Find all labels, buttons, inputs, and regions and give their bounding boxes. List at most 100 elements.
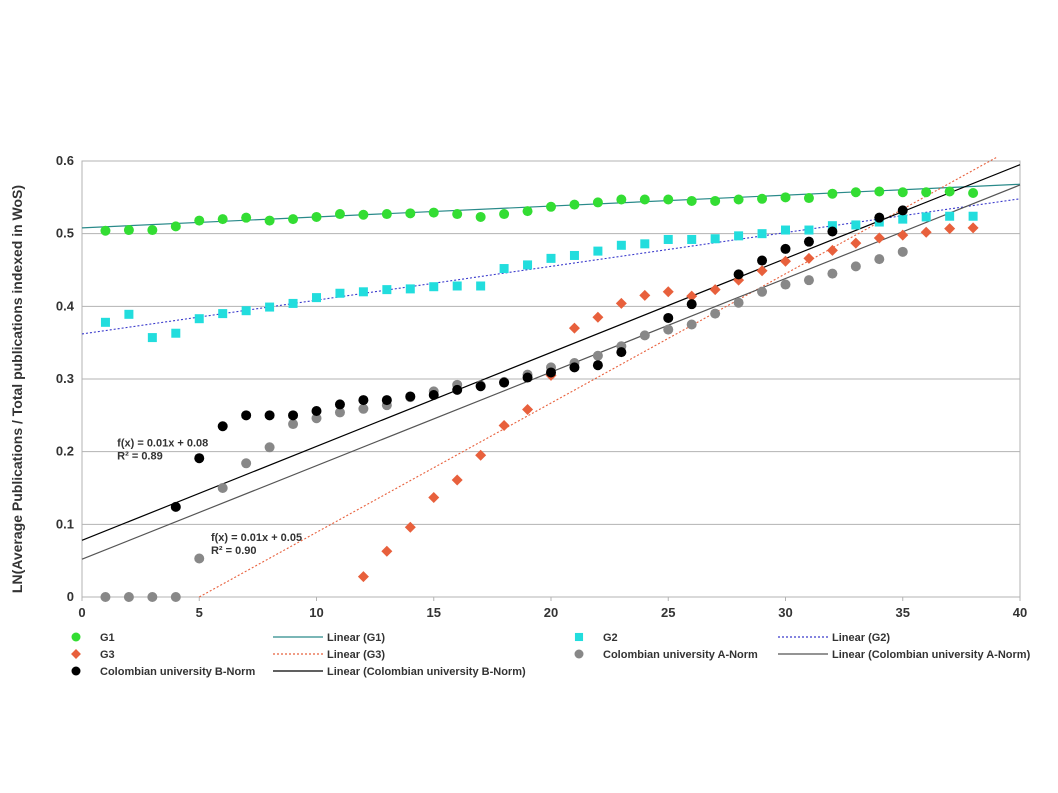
point-colombian-university-b-norm (546, 367, 556, 378)
point-g1 (944, 186, 955, 197)
axis-labels: 0 0.1 0.2 0.3 0.4 0.5 0.6 0 5 10 15 20 25 30 35 40 LN(Av… (9, 153, 1027, 620)
point-g1 (874, 186, 885, 197)
point-g1 (546, 201, 556, 212)
point-colombian-university-b-norm (827, 226, 838, 237)
point-g2 (476, 281, 486, 291)
point-g1 (358, 209, 369, 220)
point-colombian-university-b-norm (264, 410, 275, 421)
point-colombian-university-a-norm (170, 592, 181, 602)
point-g3 (780, 255, 791, 267)
point-colombian-university-a-norm (733, 297, 744, 308)
point-colombian-university-a-norm (194, 553, 205, 564)
point-g1 (780, 192, 791, 203)
point-colombian-university-b-norm (686, 299, 697, 310)
point-g1 (757, 193, 768, 204)
point-g3 (756, 265, 768, 277)
point-colombian-university-b-norm (241, 410, 252, 421)
point-colombian-university-a-norm (663, 324, 674, 335)
point-colombian-university-b-norm (616, 347, 627, 358)
point-colombian-university-a-norm (241, 458, 252, 469)
point-colombian-university-b-norm (897, 205, 908, 216)
point-g2 (616, 240, 626, 250)
legend-label: Linear (G3) (327, 649, 385, 661)
point-g1 (311, 211, 322, 222)
point-g1 (100, 225, 111, 236)
point-colombian-university-b-norm (499, 377, 510, 388)
point-g2 (335, 288, 345, 298)
axes (81, 160, 1021, 601)
point-colombian-university-b-norm (874, 212, 885, 223)
point-g3 (967, 222, 979, 234)
point-g2 (781, 225, 790, 235)
point-g2 (358, 287, 368, 297)
point-colombian-university-b-norm (405, 391, 416, 402)
point-g2 (734, 231, 744, 241)
point-g2 (241, 306, 251, 316)
legend-label: G1 (100, 632, 115, 644)
point-g3 (357, 571, 369, 583)
point-colombian-university-a-norm (592, 350, 603, 361)
legend-label: Linear (Colombian university A-Norm) (832, 649, 1031, 661)
point-g2 (827, 221, 837, 231)
y-tick-label: 0 (67, 589, 74, 604)
point-g1 (334, 209, 345, 220)
y-tick-label: 0.6 (56, 153, 74, 168)
point-colombian-university-a-norm (123, 592, 134, 602)
point-g2 (593, 246, 603, 256)
point-g1 (428, 207, 439, 218)
x-tick-label: 0 (78, 605, 85, 620)
point-g1 (733, 194, 744, 205)
point-colombian-university-b-norm (522, 372, 533, 383)
point-g1 (897, 187, 908, 198)
point-colombian-university-a-norm (874, 254, 885, 265)
legend-marker-icon (71, 649, 81, 659)
x-tick-label: 35 (896, 605, 910, 620)
point-colombian-university-a-norm (757, 286, 768, 297)
point-g1 (123, 225, 134, 236)
y-tick-label: 0.5 (56, 226, 74, 241)
point-g1 (803, 193, 814, 204)
legend-marker-icon (71, 666, 81, 676)
point-g1 (850, 187, 861, 198)
point-g1 (827, 188, 838, 199)
x-tick-label: 40 (1013, 605, 1027, 620)
point-g3 (897, 229, 909, 241)
point-g2 (523, 260, 533, 270)
legend-marker-icon (574, 649, 584, 659)
y-tick-label: 0.3 (56, 371, 74, 386)
legend-label: Colombian university B-Norm (100, 666, 255, 678)
point-colombian-university-a-norm (334, 407, 345, 418)
point-colombian-university-b-norm (428, 389, 439, 400)
point-g3 (498, 420, 510, 432)
point-g2 (687, 234, 697, 244)
point-colombian-university-b-norm (334, 399, 345, 410)
point-g2 (663, 234, 673, 244)
point-colombian-university-b-norm (358, 395, 369, 406)
point-colombian-university-b-norm (170, 501, 181, 512)
x-tick-label: 20 (544, 605, 558, 620)
x-tick-label: 5 (196, 605, 203, 620)
trendline-equation-label: R² = 0.89 (117, 451, 163, 463)
point-g3 (826, 244, 838, 256)
point-g3 (639, 289, 651, 301)
point-colombian-university-b-norm (780, 243, 791, 254)
point-colombian-university-b-norm (217, 421, 228, 432)
point-colombian-university-a-norm (639, 330, 650, 341)
point-g3 (662, 286, 674, 298)
point-g3 (404, 521, 416, 533)
point-g2 (124, 309, 134, 319)
point-colombian-university-a-norm (686, 319, 697, 330)
point-g2 (312, 293, 321, 303)
trendline-equation-label: f(x) = 0.01x + 0.05 (211, 532, 302, 544)
point-g2 (194, 314, 204, 324)
point-g1 (522, 206, 533, 217)
point-colombian-university-b-norm (663, 312, 674, 323)
point-g1 (452, 209, 463, 220)
point-g3 (850, 237, 862, 249)
point-g1 (475, 211, 486, 222)
point-g2 (452, 281, 462, 291)
y-tick-label: 0.1 (56, 516, 74, 531)
point-g1 (639, 194, 650, 205)
